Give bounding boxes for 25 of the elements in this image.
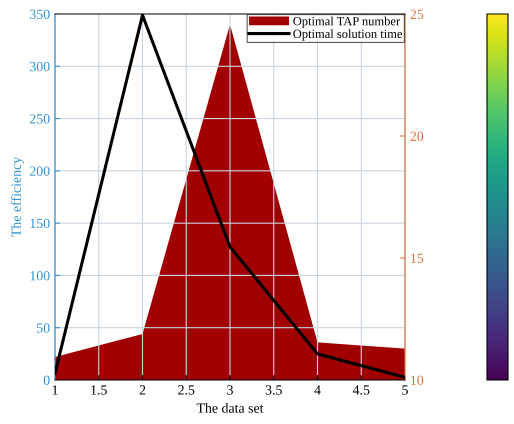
y-tick-label: 250 (30, 114, 50, 124)
x-tick-label: 2 (140, 385, 146, 394)
y-axis-title: The efficiency (10, 156, 24, 237)
y-tick-label: 50 (37, 323, 50, 333)
x-axis-title: The data set (196, 403, 264, 413)
y-tick-label: 150 (30, 218, 50, 228)
y-tick-label: 200 (30, 166, 50, 176)
y2-tick-label: 20 (410, 132, 424, 141)
x-tick-label: 1 (52, 385, 58, 394)
y-tick-label: 350 (30, 10, 50, 19)
x-tick-label: 4.5 (352, 385, 370, 395)
x-tick-label: 3 (227, 385, 233, 395)
y-tick-label: 300 (30, 62, 50, 72)
x-tick-label: 2.5 (178, 385, 194, 395)
y2-tick-label: 25 (410, 10, 424, 19)
x-tick-label: 5 (402, 385, 408, 395)
legend-label: Optimal TAP number (293, 16, 400, 28)
legend-label: Optimal solution time (293, 29, 402, 41)
y-tick-label: 0 (44, 376, 50, 385)
x-tick-label: 1.5 (91, 385, 107, 395)
x-tick-label: 3.5 (266, 385, 282, 395)
y2-tick-label: 10 (411, 376, 424, 385)
y2-tick-label: 15 (411, 254, 424, 263)
y-tick-label: 100 (30, 271, 50, 280)
x-tick-label: 4 (314, 385, 321, 394)
